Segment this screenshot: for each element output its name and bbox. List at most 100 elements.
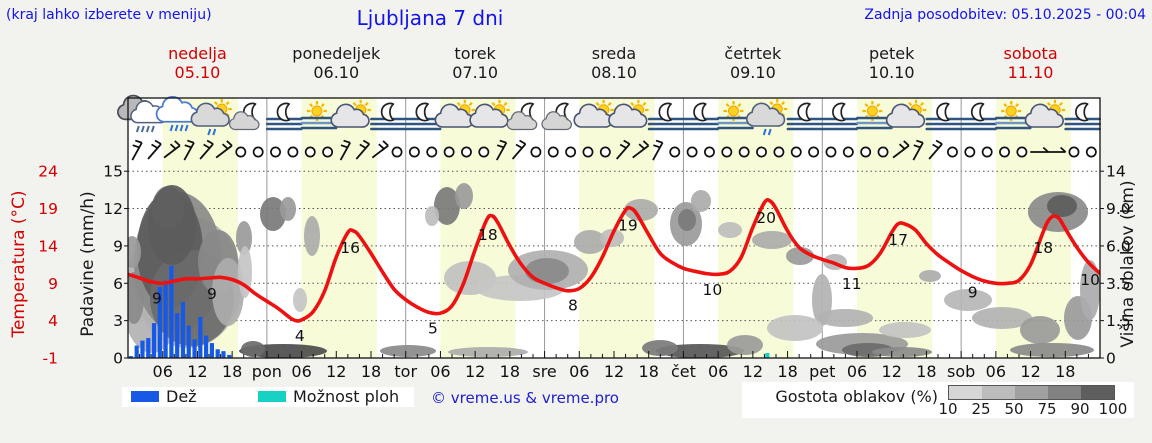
- svg-text:5: 5: [428, 320, 438, 338]
- svg-text:12: 12: [326, 362, 346, 381]
- day-name: sobota: [1003, 44, 1058, 63]
- rain-legend-swatch: [131, 391, 159, 402]
- svg-text:čet: čet: [671, 362, 696, 381]
- svg-text:10: 10: [1080, 271, 1100, 289]
- svg-text:18: 18: [777, 362, 797, 381]
- svg-text:pet: pet: [809, 362, 835, 381]
- precip-bars: [128, 265, 232, 358]
- wind-barb-icon: [615, 139, 631, 160]
- svg-text:sre: sre: [532, 362, 556, 381]
- svg-text:06: 06: [708, 362, 728, 381]
- wind-calm-icon: [1085, 146, 1097, 158]
- svg-text:24: 24: [38, 163, 58, 181]
- wind-calm-icon: [235, 146, 247, 158]
- wind-calm-icon: [686, 146, 698, 158]
- svg-text:12: 12: [103, 200, 123, 218]
- day-header-nedelja: nedelja 05.10: [128, 44, 267, 82]
- wind-barb-icon: [371, 140, 389, 159]
- weather-icon-moon-fog: [370, 102, 407, 131]
- weather-icon-moon-cloud: [228, 102, 260, 131]
- wind-calm-icon: [704, 146, 715, 158]
- wind-calm-icon: [547, 146, 559, 158]
- svg-text:1.5: 1.5: [1106, 312, 1131, 330]
- wind-calm-icon: [947, 146, 958, 158]
- svg-text:0: 0: [1106, 350, 1116, 368]
- wind-calm-icon: [582, 146, 594, 158]
- weather-icon-sun-rain: [190, 99, 232, 136]
- wind-calm-icon: [877, 146, 889, 158]
- svg-text:19: 19: [38, 200, 58, 218]
- weather-icon-sun-cloud: [1024, 99, 1066, 128]
- svg-text:15: 15: [103, 163, 123, 181]
- svg-text:18: 18: [1055, 362, 1075, 381]
- svg-text:12: 12: [465, 362, 485, 381]
- svg-text:4: 4: [295, 327, 305, 345]
- day-name: ponedeljek: [292, 44, 381, 63]
- svg-text:0: 0: [113, 350, 123, 368]
- day-header-torek: torek 07.10: [406, 44, 545, 82]
- svg-text:-1: -1: [43, 350, 58, 368]
- svg-text:9: 9: [207, 285, 217, 303]
- svg-text:12: 12: [882, 362, 902, 381]
- wind-barb-icon: [912, 139, 924, 161]
- wind-calm-icon: [981, 146, 993, 158]
- rain-legend-label: Dež: [166, 387, 197, 406]
- day-name: četrtek: [724, 44, 782, 63]
- day-name: nedelja: [168, 44, 227, 63]
- wind-barb-icon: [511, 139, 527, 160]
- svg-text:18: 18: [222, 362, 242, 381]
- svg-text:06: 06: [569, 362, 589, 381]
- svg-text:18: 18: [1033, 239, 1053, 257]
- svg-text:11: 11: [842, 275, 862, 293]
- last-update-text: Zadnja posodobitev: 05.10.2025 - 00:04: [864, 7, 1146, 23]
- shower-legend-swatch: [258, 391, 286, 402]
- weather-icon-moon-fog: [404, 102, 442, 131]
- weather-icon-sun-fog: [856, 101, 893, 130]
- wind-barb-icon: [355, 139, 371, 160]
- wind-calm-icon: [842, 146, 854, 158]
- weather-icon-moon-fog: [786, 102, 824, 131]
- wind-calm-icon: [478, 146, 490, 158]
- weather-icon-moon-fog: [1064, 102, 1101, 131]
- day-name: petek: [869, 44, 915, 63]
- svg-text:18: 18: [916, 362, 936, 381]
- weather-icon-moon-cloud: [541, 102, 573, 131]
- svg-text:3: 3: [113, 312, 123, 330]
- weather-icon-sun-fog: [300, 101, 338, 130]
- weather-icon-sun-rain: [745, 99, 788, 136]
- day-header-petek: petek 10.10: [822, 44, 961, 82]
- weather-icon-sun-fog: [994, 101, 1032, 130]
- day-separators: [266, 98, 962, 358]
- wind-barb-icon: [163, 140, 181, 159]
- svg-text:8: 8: [568, 297, 578, 315]
- density-tick-label: 75: [1037, 400, 1057, 418]
- weather-icon-moon-cloud: [506, 102, 538, 131]
- cloud-density-gradient: [948, 385, 1115, 400]
- weather-icons-row: [117, 94, 1101, 136]
- weather-icon-moon-fog: [960, 102, 997, 131]
- wind-barb-icon: [928, 139, 943, 160]
- copyright-link[interactable]: © vreme.us & vreme.pro: [431, 389, 619, 407]
- svg-text:06: 06: [986, 362, 1006, 381]
- wind-calm-icon: [808, 146, 820, 158]
- svg-text:18: 18: [478, 226, 498, 244]
- svg-text:6: 6: [113, 275, 123, 293]
- svg-text:06: 06: [430, 362, 450, 381]
- wind-row: [131, 139, 1097, 161]
- day-date: 06.10: [313, 63, 360, 82]
- wind-calm-icon: [669, 146, 681, 158]
- svg-text:12: 12: [743, 362, 763, 381]
- day-header-sreda: sreda 08.10: [545, 44, 684, 82]
- wind-calm-icon: [252, 146, 264, 158]
- wind-barb-icon: [1047, 146, 1067, 153]
- day-date: 11.10: [1007, 63, 1054, 82]
- weather-icon-moon-fog: [647, 102, 685, 131]
- wind-barb-icon: [1030, 146, 1049, 153]
- day-name: torek: [454, 44, 496, 63]
- svg-text:16: 16: [340, 239, 360, 257]
- wind-calm-icon: [461, 146, 472, 158]
- wind-calm-icon: [738, 146, 750, 158]
- svg-text:9: 9: [48, 275, 58, 293]
